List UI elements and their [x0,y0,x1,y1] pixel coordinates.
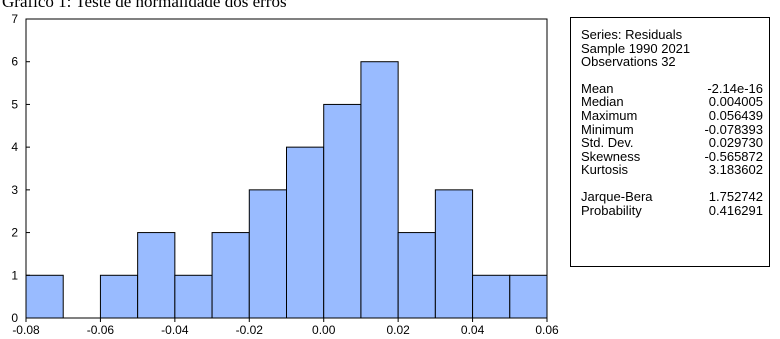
stats-sample: Sample 1990 2021 [581,40,691,56]
histogram-bar [509,274,548,319]
stat-value: 3.183602 [708,162,763,178]
histogram-bar [99,274,139,319]
y-tick-label: 1 [11,268,18,282]
stat-label: Skewness [581,148,641,164]
histogram-bar [211,232,250,319]
stat-label: Mean [581,80,614,96]
stat-row: Mean -2.14e-16 [581,82,763,96]
stat-label: Kurtosis [581,162,628,178]
test-label: Jarque-Bera [581,188,653,204]
stat-value: -2.14e-16 [707,80,763,96]
x-tick-label: -0.04 [161,323,189,337]
x-tick-label: 0.02 [386,323,410,337]
stat-row: Std. Dev. 0.029730 [581,136,763,150]
y-tick-label: 7 [11,12,18,26]
stat-row: Skewness -0.565872 [581,150,763,164]
histogram-bar [323,103,362,319]
test-rows: Jarque-Bera 1.752742 Probability 0.416291 [581,190,763,217]
x-tick-label: -0.06 [87,323,115,337]
histogram-bar [286,146,325,319]
x-tick-label: 0.04 [461,323,485,337]
test-value: 1.752742 [708,188,763,204]
histogram-bar [137,232,176,319]
stat-row: Median 0.004005 [581,95,763,109]
y-tick-label: 4 [11,140,18,154]
histogram-bar [360,61,399,319]
histogram-bar [397,232,436,319]
x-tick-label: -0.08 [12,323,40,337]
histogram-bar [25,274,64,319]
test-row: Probability 0.416291 [581,202,763,218]
plot-frame [25,18,548,319]
stat-row: Maximum 0.056439 [581,109,763,123]
y-tick-label: 6 [11,55,18,69]
test-value: 0.416291 [708,202,763,218]
y-tick-label: 2 [11,226,18,240]
stat-label: Minimum [581,121,634,137]
histogram-bar [472,274,511,319]
test-label: Probability [581,202,642,218]
stat-row: Minimum -0.078393 [581,121,763,137]
stat-value: -0.565872 [704,148,763,164]
descriptive-statistics-box: Series: Residuals Sample 1990 2021 Obser… [570,17,770,267]
x-tick-label: 0.00 [312,323,336,337]
stats-series-name: Series: Residuals [581,27,683,42]
stats-spacer [581,69,763,82]
stat-value: 0.004005 [708,94,763,110]
stat-value: 0.056439 [708,107,763,123]
plot-area: 0 1 2 3 4 5 6 7 -0.08 -0.06 -0.04 -0.02 0.00 0.02 0.04… [11,12,559,337]
y-tick-label: 5 [11,97,18,111]
histogram-bar [174,274,213,319]
x-tick-label: -0.02 [236,323,264,337]
stat-value: 0.029730 [708,135,763,151]
x-tick-label: 0.06 [535,323,559,337]
chart-title: Gráfico 1: Teste de normalidade dos erro… [2,0,287,11]
stats-spacer [581,177,763,190]
test-row: Jarque-Bera 1.752742 [581,190,763,204]
stat-label: Median [581,94,624,110]
histogram-bar [434,189,474,319]
stat-label: Std. Dev. [581,135,634,151]
stats-observations: Observations 32 [581,54,676,70]
stat-row: Kurtosis 3.183602 [581,163,763,177]
stat-value: -0.078393 [704,121,763,137]
histogram-bar [248,189,288,319]
y-tick-label: 3 [11,183,18,197]
stats-rows: Mean -2.14e-16 Median 0.004005 Maximum 0.0564… [581,82,763,177]
stat-label: Maximum [581,107,638,123]
y-tick-label: 0 [11,311,18,325]
